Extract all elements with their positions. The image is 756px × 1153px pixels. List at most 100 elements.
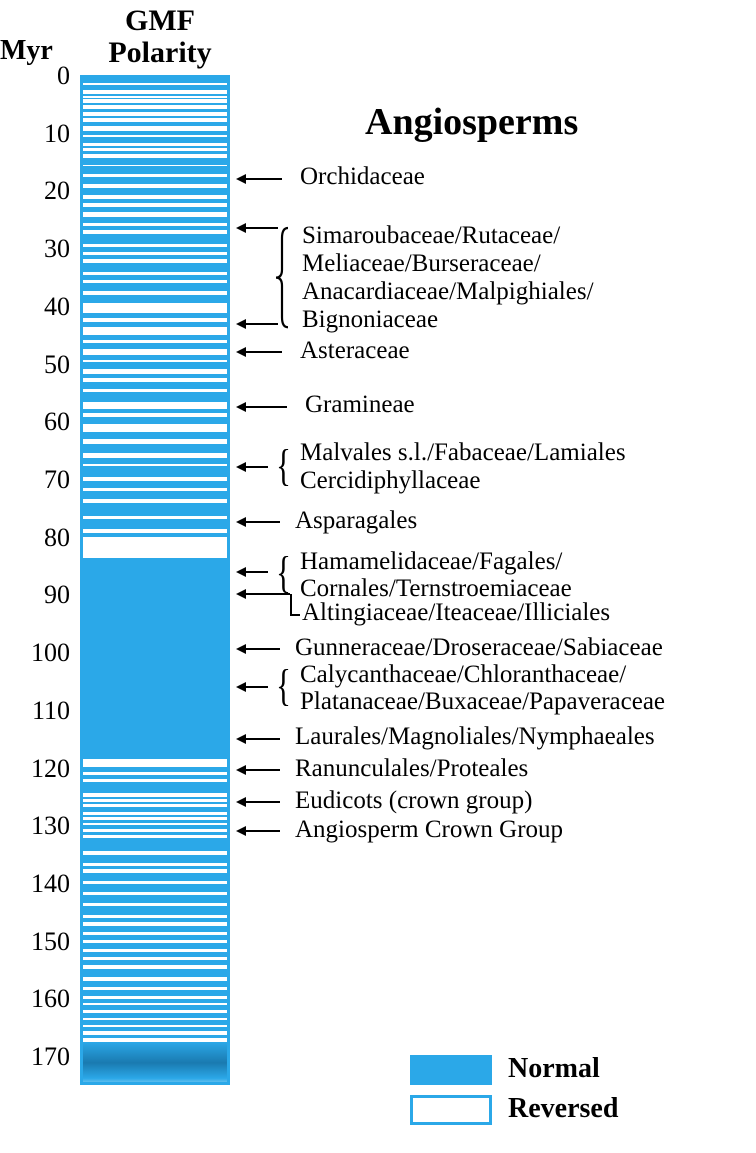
reversed-band xyxy=(83,940,227,943)
reversed-band xyxy=(83,812,227,815)
brace-glyph: { xyxy=(276,444,291,488)
reversed-band xyxy=(83,817,227,820)
annotation-label: Ranunculales/Proteales xyxy=(295,755,528,783)
reversed-band xyxy=(83,922,227,925)
arrow-tail xyxy=(244,178,282,180)
arrow-head xyxy=(236,797,246,807)
arrow-head xyxy=(236,644,246,654)
polarity-column xyxy=(80,75,230,1085)
brace-glyph: { xyxy=(276,664,291,708)
arrow-head xyxy=(236,223,246,233)
reversed-band xyxy=(83,165,227,167)
reversed-band xyxy=(83,413,227,418)
reversed-band xyxy=(83,303,227,313)
reversed-band xyxy=(83,291,227,295)
reversed-band xyxy=(83,327,227,335)
arrow-head xyxy=(236,734,246,744)
reversed-band xyxy=(83,369,227,374)
reversed-band xyxy=(83,272,227,275)
arrow-head xyxy=(236,402,246,412)
reversed-band xyxy=(83,148,227,150)
axis-tick-label: 50 xyxy=(0,350,70,380)
annotation-label: Meliaceae/Burseraceae/ xyxy=(302,250,541,278)
reversed-band xyxy=(83,835,227,838)
axis-tick-label: 80 xyxy=(0,523,70,553)
reversed-band xyxy=(83,932,227,935)
reversed-band xyxy=(83,965,227,968)
arrow-head xyxy=(236,765,246,775)
reversed-band xyxy=(83,488,227,491)
legend-swatch xyxy=(410,1055,492,1085)
annotation-label: Eudicots (crown group) xyxy=(295,787,532,815)
axis-tick-label: 20 xyxy=(0,176,70,206)
header-line-1: GMF xyxy=(125,4,195,37)
reversed-band xyxy=(83,903,227,906)
reversed-band xyxy=(83,453,227,458)
arrow-tail xyxy=(244,738,280,740)
reversed-band xyxy=(83,987,227,990)
reversed-band xyxy=(83,340,227,343)
reversed-band xyxy=(83,83,227,86)
reversed-band xyxy=(83,499,227,503)
reversed-band xyxy=(83,99,227,102)
reversed-band xyxy=(83,118,227,121)
reversed-band xyxy=(83,154,227,157)
reversed-band xyxy=(83,105,227,109)
reversed-band xyxy=(83,203,227,208)
annotation-label: Gramineae xyxy=(305,391,415,419)
reversed-band xyxy=(83,949,227,952)
brace xyxy=(276,228,292,327)
reversed-band xyxy=(83,135,227,138)
reversed-band xyxy=(83,96,227,98)
reversed-band xyxy=(83,112,227,115)
reversed-band xyxy=(83,863,227,866)
reversed-band xyxy=(83,195,227,198)
arrow-tail xyxy=(244,830,280,832)
reversed-band xyxy=(83,349,227,355)
arrow-tail xyxy=(244,686,268,688)
arrow-head xyxy=(236,826,246,836)
reversed-band xyxy=(83,174,227,177)
arrow-tail xyxy=(244,406,287,408)
reversed-band xyxy=(83,223,227,226)
reversed-band xyxy=(83,280,227,283)
axis-tick-label: 170 xyxy=(0,1042,70,1072)
axis-tick-label: 10 xyxy=(0,119,70,149)
reversed-band xyxy=(83,915,227,918)
reversed-band xyxy=(83,252,227,255)
arrow-head xyxy=(236,174,246,184)
reversed-band xyxy=(83,996,227,999)
arrow-tail xyxy=(244,571,268,573)
annotation-label: Bignoniaceae xyxy=(302,306,438,334)
annotation-label: Asparagales xyxy=(295,507,417,535)
reversed-band xyxy=(83,529,227,533)
annotation-label: Hamamelidaceae/Fagales/ xyxy=(300,548,562,576)
axis-tick-label: 140 xyxy=(0,869,70,899)
annotation-label: Platanaceae/Buxaceae/Papaveraceae xyxy=(300,688,665,716)
reversed-band xyxy=(83,772,227,775)
annotation-label: Calycanthaceae/Chloranthaceae/ xyxy=(300,661,626,689)
arrow-tail xyxy=(244,351,282,353)
reversed-band xyxy=(83,957,227,960)
annotation-label: Asteraceae xyxy=(300,337,410,365)
annotation-label: Orchidaceae xyxy=(300,163,425,191)
reversed-band xyxy=(83,402,227,409)
axis-tick-label: 110 xyxy=(0,696,70,726)
axis-tick-label: 90 xyxy=(0,580,70,610)
legend-label: Normal xyxy=(508,1053,600,1085)
reversed-band xyxy=(83,516,227,519)
reversed-band xyxy=(83,184,227,188)
reversed-band xyxy=(83,439,227,444)
reversed-band xyxy=(83,869,227,873)
axis-tick-label: 120 xyxy=(0,754,70,784)
reversed-band xyxy=(83,360,227,362)
axis-tick-label: 0 xyxy=(0,61,70,91)
reversed-band xyxy=(83,244,227,247)
reversed-band xyxy=(83,1031,227,1034)
elbow-horizontal xyxy=(290,614,300,616)
axis-tick-label: 100 xyxy=(0,638,70,668)
reversed-band xyxy=(83,804,227,807)
arrow-head xyxy=(236,682,246,692)
axis-tick-label: 30 xyxy=(0,234,70,264)
reversed-band xyxy=(83,126,227,131)
